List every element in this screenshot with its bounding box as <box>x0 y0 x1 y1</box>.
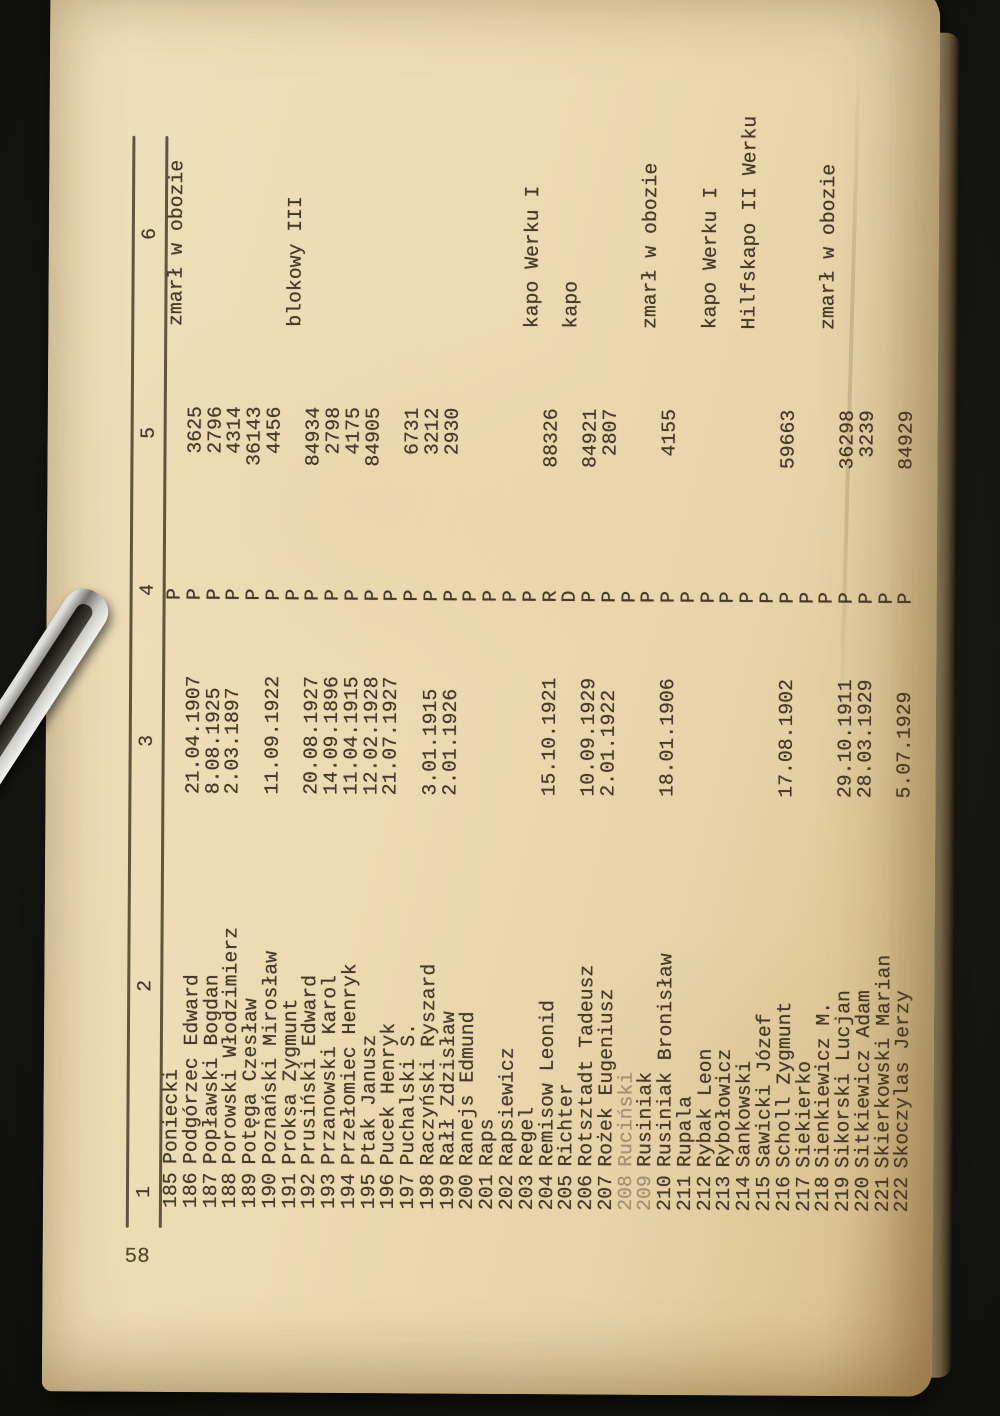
birthdate-cell: 18.01.1906 <box>656 678 680 798</box>
row-number-cell: 203 <box>515 1174 538 1211</box>
page-number-label: 58 <box>124 1245 150 1269</box>
row-number-cell: 194 <box>337 1173 360 1210</box>
row-number-cell: 216 <box>772 1176 795 1212</box>
nationality-cell: P <box>499 590 522 603</box>
row-number-cell: 222 <box>891 1176 914 1213</box>
column-header-1: 1 <box>132 1185 156 1198</box>
camp-number-cell <box>285 407 286 529</box>
camp-number-cell: 36143 <box>243 406 266 466</box>
camp-number-cell <box>640 409 641 531</box>
camp-number-cell: 84905 <box>362 407 385 467</box>
nationality-cell: P <box>183 588 206 601</box>
name-cell: Skoczylas Jerzy <box>891 990 915 1169</box>
birthdate-cell: 28.03.1929 <box>854 679 877 799</box>
nationality-cell: P <box>321 589 344 602</box>
camp-number-cell: 36298 <box>836 410 859 470</box>
camp-number-cell: 84921 <box>579 408 602 468</box>
document-page: 1 2 3 4 5 6 185 Poniecki P zmarł w obozie 186… <box>41 0 941 1397</box>
nationality-cell: P <box>242 588 265 601</box>
camp-number-cell <box>166 406 167 528</box>
birthdate-cell: 5.07.1929 <box>893 691 917 799</box>
prisoner-table: 1 2 3 4 5 6 185 Poniecki P zmarł w obozie 186… <box>125 116 924 1233</box>
row-number-cell: 186 <box>179 1172 202 1209</box>
camp-number-cell: 2807 <box>599 408 622 457</box>
rotated-table-area: 1 2 3 4 5 6 185 Poniecki P zmarł w obozie 186… <box>125 116 924 1235</box>
remark-cell: kapo Werku I <box>521 185 544 329</box>
remark-cell: zmarł w obozie <box>165 159 189 327</box>
nationality-cell: P <box>519 590 542 603</box>
nationality-cell: P <box>894 592 917 605</box>
camp-number-cell <box>502 408 503 530</box>
camp-number-cell: 4456 <box>263 406 286 455</box>
camp-number-cell: 88326 <box>539 408 563 468</box>
row-number-cell: 220 <box>851 1176 874 1213</box>
camp-number-cell <box>561 408 562 530</box>
nationality-cell: P <box>677 591 700 604</box>
row-number-cell: 215 <box>752 1175 776 1212</box>
camp-number-cell: 59663 <box>777 409 800 470</box>
remark-cell: Hilfskapo II Werku <box>738 115 762 330</box>
camp-number-cell: 2930 <box>441 407 464 456</box>
camp-number-cell: 4175 <box>342 407 365 455</box>
camp-number-cell <box>522 408 523 530</box>
table-border-line <box>125 135 136 1228</box>
camp-number-cell <box>700 409 701 531</box>
nationality-cell: P <box>776 591 799 604</box>
nationality-cell: P <box>341 589 364 602</box>
row-number-cell: 211 <box>673 1175 697 1212</box>
nationality-cell: P <box>756 591 779 604</box>
row-number-cell: 185 <box>159 1172 183 1209</box>
table-rows: 185 Poniecki P zmarł w obozie 186 Podgór… <box>159 116 920 1233</box>
camp-number-cell <box>799 410 800 532</box>
column-header-6: 6 <box>138 227 161 240</box>
camp-number-cell <box>680 409 681 531</box>
remark-cell: blokowy III <box>283 196 307 327</box>
row-number-cell: 198 <box>416 1173 440 1210</box>
birthdate-cell: 2.03.1897 <box>221 687 245 795</box>
nationality-cell: P <box>835 592 858 605</box>
camp-number-cell <box>719 409 720 531</box>
nationality-cell: P <box>598 590 621 603</box>
nationality-cell: P <box>163 588 186 601</box>
nationality-cell: P <box>262 588 285 601</box>
birthdate-cell: 2.01.1922 <box>597 689 620 797</box>
camp-number-cell: 3239 <box>856 410 879 458</box>
column-header-3: 3 <box>135 734 158 747</box>
camp-number-cell <box>621 409 622 531</box>
nationality-cell: P <box>855 592 878 605</box>
camp-number-cell: 3212 <box>421 407 444 456</box>
paper-clip <box>0 588 109 799</box>
camp-number-cell <box>463 408 464 530</box>
camp-number-cell <box>818 410 819 532</box>
remark-cell: zmarł w obozie <box>639 162 663 329</box>
birthdate-cell: 17.08.1902 <box>775 678 798 798</box>
birthdate-cell: 15.10.1921 <box>537 677 561 797</box>
column-header-5: 5 <box>137 426 160 439</box>
remark-cell: zmarł w obozie <box>817 163 841 331</box>
column-header-2: 2 <box>134 979 157 992</box>
camp-number-cell <box>759 410 760 532</box>
camp-number-cell: 4155 <box>658 408 681 457</box>
camp-number-cell: 3625 <box>184 406 207 454</box>
birthdate-cell: 11.09.1922 <box>261 675 284 795</box>
camp-number-cell <box>383 407 384 529</box>
camp-number-cell <box>739 409 740 531</box>
camp-number-cell <box>878 410 879 532</box>
row-number-cell: 207 <box>594 1174 617 1211</box>
camp-number-cell: 2798 <box>322 406 345 455</box>
camp-number-cell <box>482 408 483 530</box>
column-header-4: 4 <box>136 583 159 596</box>
row-number-cell: 190 <box>258 1172 281 1209</box>
remark-cell: kapo Werku I <box>698 186 722 330</box>
remark-cell: kapo <box>560 280 583 329</box>
camp-number-cell: 84929 <box>895 410 919 470</box>
nationality-cell: P <box>578 590 601 603</box>
nationality-cell: P <box>420 589 443 602</box>
name-cell: Regel <box>515 1106 539 1167</box>
birthdate-cell: 21.07.1927 <box>379 676 403 796</box>
birthdate-cell: 2.01.1926 <box>439 688 462 796</box>
